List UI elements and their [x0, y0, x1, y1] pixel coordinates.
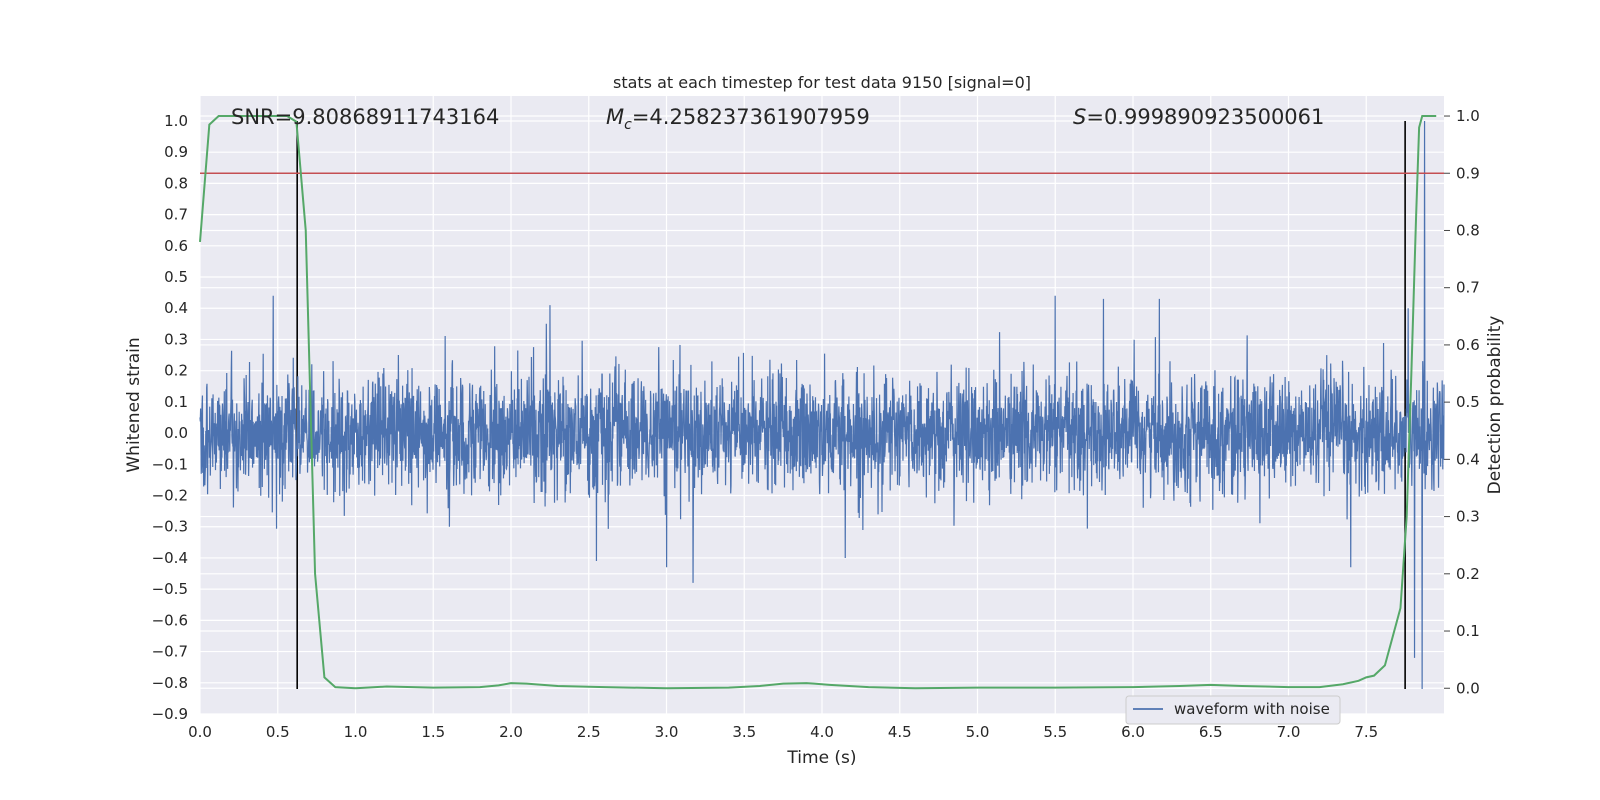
- chirp-mass-subscript: c: [624, 117, 632, 133]
- score-annotation: S=0.999890923500061: [1073, 105, 1324, 129]
- chart-title: stats at each timestep for test data 915…: [613, 73, 1031, 92]
- chirp-mass-annotation: Mc=4.258237361907959: [606, 105, 870, 133]
- x-axis-label: Time (s): [786, 748, 856, 768]
- left-y-axis-label: Whitened strain: [124, 337, 144, 472]
- right-y-axis-label: Detection probability: [1485, 316, 1505, 495]
- x-tick-label: 4.5: [888, 723, 912, 741]
- y-left-tick-label: −0.5: [152, 580, 188, 598]
- y-right-tick-label: 0.0: [1456, 679, 1480, 697]
- snr-annotation: SNR=9.80868911743164: [231, 105, 499, 129]
- x-tick-label: 6.0: [1121, 723, 1145, 741]
- score-symbol: S: [1073, 105, 1086, 129]
- probability-series: [199, 115, 1437, 690]
- score-value: =0.999890923500061: [1086, 105, 1324, 129]
- legend-box: [1125, 695, 1341, 725]
- y-left-tick-label: 0.0: [164, 424, 188, 442]
- y-left-tick-label: 1.0: [164, 112, 188, 130]
- y-right-tick-label: 0.1: [1456, 622, 1480, 640]
- y-left-tick-label: −0.2: [152, 487, 188, 505]
- y-left-tick-label: 0.1: [164, 393, 188, 411]
- x-tick-label: 0.0: [188, 723, 212, 741]
- x-tick-label: 6.5: [1199, 723, 1223, 741]
- y-right-tick-label: 0.6: [1456, 336, 1480, 354]
- y-left-tick-label: 0.6: [164, 237, 188, 255]
- y-left-tick-label: 0.4: [164, 299, 188, 317]
- x-tick-label: 2.5: [577, 723, 601, 741]
- x-tick-label: 4.0: [810, 723, 834, 741]
- y-left-tick-label: −0.7: [152, 643, 188, 661]
- waveform-line: [199, 120, 1445, 690]
- y-left-tick-label: −0.4: [152, 549, 188, 567]
- chirp-mass-value: =4.258237361907959: [632, 105, 870, 129]
- left-y-axis-ticks: 1.0 0.9 0.8 0.7 0.6 0.5 0.4 0.3 0.2 0.1 0.0 −0.1 −0.…: [152, 112, 188, 723]
- x-tick-label: 3.0: [655, 723, 679, 741]
- x-tick-label: 5.5: [1043, 723, 1067, 741]
- probability-line: [199, 115, 1437, 690]
- legend-label: waveform with noise: [1174, 700, 1330, 718]
- y-left-tick-label: −0.1: [152, 455, 188, 473]
- y-right-tick-label: 0.3: [1456, 508, 1480, 526]
- y-left-tick-label: −0.6: [152, 611, 188, 629]
- y-right-tick-label: 0.8: [1456, 221, 1480, 239]
- x-tick-label: 3.5: [732, 723, 756, 741]
- y-right-tick-label: 0.4: [1456, 450, 1480, 468]
- x-tick-label: 2.0: [499, 723, 523, 741]
- y-left-tick-label: 0.5: [164, 268, 188, 286]
- y-right-tick-label: 1.0: [1456, 107, 1480, 125]
- y-left-tick-label: −0.3: [152, 518, 188, 536]
- x-tick-label: 1.0: [344, 723, 368, 741]
- x-tick-label: 5.0: [966, 723, 990, 741]
- x-tick-label: 0.5: [266, 723, 290, 741]
- x-tick-label: 7.5: [1354, 723, 1378, 741]
- y-left-tick-label: −0.9: [152, 705, 188, 723]
- x-axis-ticks: 0.0 0.5 1.0 1.5 2.0 2.5 3.0 3.5 4.0 4.5 5.0 5.5 6.0 6…: [188, 723, 1378, 741]
- legend: waveform with noise: [1125, 695, 1341, 725]
- x-tick-label: 7.0: [1277, 723, 1301, 741]
- y-left-tick-label: 0.3: [164, 330, 188, 348]
- y-left-tick-label: 0.7: [164, 206, 188, 224]
- y-right-tick-label: 0.7: [1456, 279, 1480, 297]
- y-left-tick-label: 0.2: [164, 362, 188, 380]
- y-right-tick-label: 0.5: [1456, 393, 1480, 411]
- y-left-tick-label: −0.8: [152, 674, 188, 692]
- right-y-axis-ticks: 1.0 0.9 0.8 0.7 0.6 0.5 0.4 0.3 0.2 0.1 0.0: [1444, 107, 1480, 697]
- x-tick-label: 1.5: [421, 723, 445, 741]
- waveform-series: [199, 120, 1445, 690]
- y-left-tick-label: 0.8: [164, 174, 188, 192]
- y-right-tick-label: 0.2: [1456, 565, 1480, 583]
- y-left-tick-label: 0.9: [164, 143, 188, 161]
- chirp-mass-symbol: M: [606, 105, 624, 129]
- y-right-tick-label: 0.9: [1456, 164, 1480, 182]
